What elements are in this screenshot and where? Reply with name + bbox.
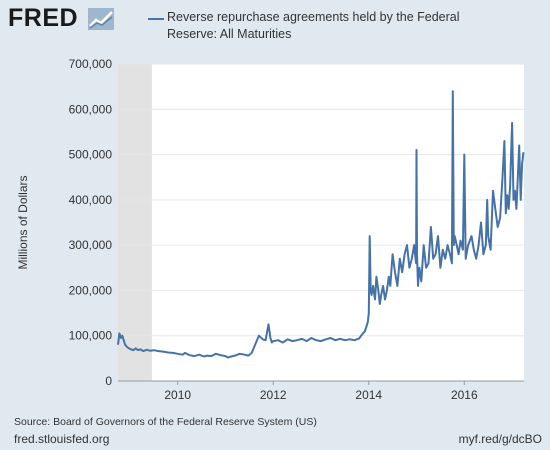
line-chart: 0 100,000 200,000 300,000 400,000 500,000 600,… [16, 57, 525, 402]
y-tick-label: 100,000 [69, 329, 113, 343]
short-link[interactable]: myf.red/g/dcBO [458, 432, 542, 446]
y-tick-label: 500,000 [69, 148, 113, 162]
recession-shading [118, 64, 152, 381]
plot-area [118, 64, 524, 381]
x-tick-label: 2012 [260, 388, 287, 402]
site-link[interactable]: fred.stlouisfed.org [14, 432, 110, 446]
x-tick-label: 2014 [355, 388, 382, 402]
source-note: Source: Board of Governors of the Federa… [14, 416, 317, 428]
y-tick-label: 400,000 [69, 193, 113, 207]
legend-swatch [148, 18, 164, 20]
y-tick-label: 300,000 [69, 238, 113, 252]
legend-label: Reverse repurchase agreements held by th… [167, 9, 497, 43]
y-axis-label: Millions of Dollars [16, 175, 30, 269]
legend-line-1: Reverse repurchase agreements held by th… [167, 10, 460, 24]
series-line [117, 90, 525, 359]
legend-line-2: Reserve: All Maturities [167, 27, 292, 41]
x-tick-label: 2010 [164, 388, 191, 402]
x-tick-label: 2016 [451, 388, 478, 402]
y-tick-label: 700,000 [69, 57, 113, 71]
fred-chart-icon [88, 8, 114, 30]
y-tick-label: 600,000 [69, 102, 113, 116]
y-tick-label: 0 [105, 374, 112, 388]
y-tick-label: 200,000 [69, 283, 113, 297]
fred-logo[interactable]: FRED [8, 4, 79, 32]
